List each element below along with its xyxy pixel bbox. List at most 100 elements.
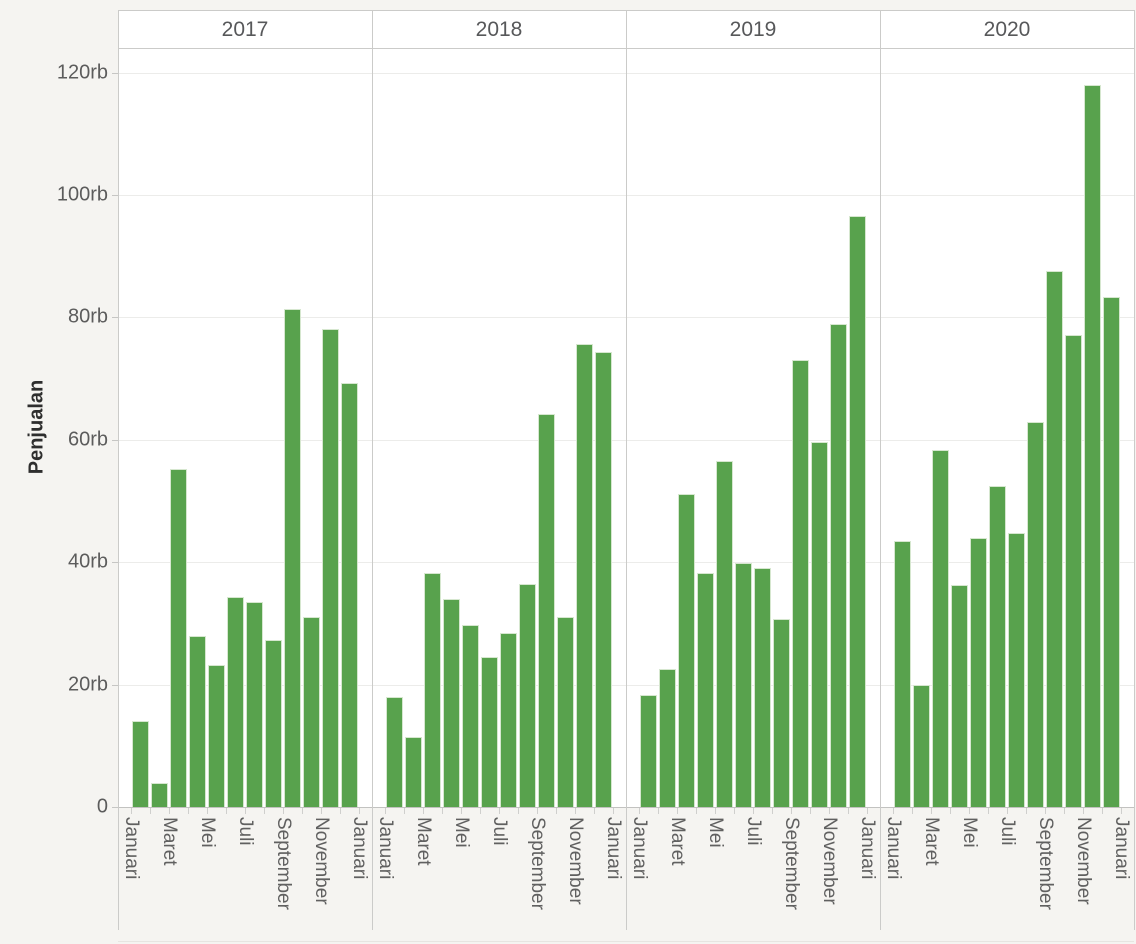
x-tick (461, 807, 462, 814)
bar-2019-Juli[interactable] (754, 568, 771, 807)
x-tick (677, 807, 678, 814)
x-tick (423, 807, 424, 814)
x-tick (658, 807, 659, 814)
x-tick (696, 807, 697, 814)
bar-2019-Agustus[interactable] (773, 619, 790, 807)
bar-2018-Agustus[interactable] (519, 584, 536, 807)
x-tick (1045, 807, 1046, 814)
bar-2018-September[interactable] (538, 414, 555, 807)
bar-2020-Maret[interactable] (932, 450, 949, 807)
bar-2018-Oktober[interactable] (557, 617, 574, 807)
x-tick (639, 807, 640, 814)
x-tick (385, 807, 386, 814)
bar-2019-Oktober[interactable] (811, 442, 828, 807)
panel-divider (372, 10, 373, 930)
x-tick (988, 807, 989, 814)
bar-2020-November[interactable] (1084, 85, 1101, 807)
bar-2018-Februari[interactable] (405, 737, 422, 807)
bar-2018-Juli[interactable] (500, 633, 517, 807)
bar-2017-Maret[interactable] (170, 469, 187, 807)
x-tick-label: Juli (489, 817, 510, 846)
x-tick (1064, 807, 1065, 814)
x-tick-label: Mei (959, 817, 980, 848)
x-tick-label: Januari (375, 817, 396, 880)
bar-2019-April[interactable] (697, 573, 714, 807)
x-tick (131, 807, 132, 814)
x-tick-label: Maret (159, 817, 180, 866)
panel-divider (626, 10, 627, 930)
bar-2017-Mei[interactable] (208, 665, 225, 807)
bar-2020-Januari[interactable] (894, 541, 911, 807)
bar-2019-Desember[interactable] (849, 216, 866, 807)
x-tick-label: Juli (997, 817, 1018, 846)
bar-2020-April[interactable] (951, 585, 968, 807)
x-tick-label: Maret (667, 817, 688, 866)
bar-2020-Juli[interactable] (1008, 533, 1025, 807)
y-tick-label: 100rb (56, 183, 108, 206)
bar-2019-September[interactable] (792, 360, 809, 807)
x-tick-label: Maret (413, 817, 434, 866)
bar-2018-Januari[interactable] (386, 697, 403, 807)
x-tick-label: Maret (921, 817, 942, 866)
x-tick-label: Januari (603, 817, 624, 880)
x-tick (264, 807, 265, 814)
bar-2019-Januari[interactable] (640, 695, 657, 807)
x-tick (772, 807, 773, 814)
x-tick (245, 807, 246, 814)
bar-2019-Maret[interactable] (678, 494, 695, 807)
bar-2017-Agustus[interactable] (265, 640, 282, 807)
panel-header-2020: 2020 (983, 18, 1031, 41)
bar-2020-Februari[interactable] (913, 685, 930, 807)
x-tick (715, 807, 716, 814)
bar-2017-April[interactable] (189, 636, 206, 807)
bar-2020-Oktober[interactable] (1065, 335, 1082, 807)
x-tick (188, 807, 189, 814)
bar-2018-Juni[interactable] (481, 657, 498, 807)
x-tick (848, 807, 849, 814)
bar-2019-Juni[interactable] (735, 563, 752, 807)
bar-2018-April[interactable] (443, 599, 460, 807)
x-tick-label: Januari (857, 817, 878, 880)
bar-2018-Mei[interactable] (462, 625, 479, 807)
x-tick (226, 807, 227, 814)
x-tick (283, 807, 284, 814)
x-tick (829, 807, 830, 814)
bar-2018-November[interactable] (576, 344, 593, 807)
x-tick (1026, 807, 1027, 814)
y-tick (112, 440, 118, 441)
x-tick (791, 807, 792, 814)
bar-2017-Oktober[interactable] (303, 617, 320, 807)
bar-2017-Desember[interactable] (341, 383, 358, 807)
x-tick (810, 807, 811, 814)
y-tick (112, 562, 118, 563)
x-tick (594, 807, 595, 814)
bar-2017-September[interactable] (284, 309, 301, 807)
bar-2018-Maret[interactable] (424, 573, 441, 807)
bar-2018-Desember[interactable] (595, 352, 612, 807)
bar-2020-Desember[interactable] (1103, 297, 1120, 807)
x-tick-label: September (781, 817, 802, 910)
x-tick (1121, 807, 1122, 814)
bar-2017-Januari[interactable] (132, 721, 149, 807)
bar-2020-Juni[interactable] (989, 486, 1006, 807)
x-tick (575, 807, 576, 814)
x-tick (480, 807, 481, 814)
bar-2019-Februari[interactable] (659, 669, 676, 807)
bar-2017-Juli[interactable] (246, 602, 263, 807)
y-tick-label: 40rb (67, 550, 108, 573)
x-tick (499, 807, 500, 814)
bar-2019-November[interactable] (830, 324, 847, 807)
x-tick (613, 807, 614, 814)
bar-2017-Juni[interactable] (227, 597, 244, 807)
x-tick (734, 807, 735, 814)
bar-2020-Agustus[interactable] (1027, 422, 1044, 807)
x-tick-label: September (273, 817, 294, 910)
bar-2020-September[interactable] (1046, 271, 1063, 807)
bar-2017-November[interactable] (322, 329, 339, 807)
bar-2017-Februari[interactable] (151, 783, 168, 807)
x-tick-label: Mei (197, 817, 218, 848)
bar-2020-Mei[interactable] (970, 538, 987, 807)
y-tick-label: 0 (96, 795, 108, 818)
bar-2019-Mei[interactable] (716, 461, 733, 807)
